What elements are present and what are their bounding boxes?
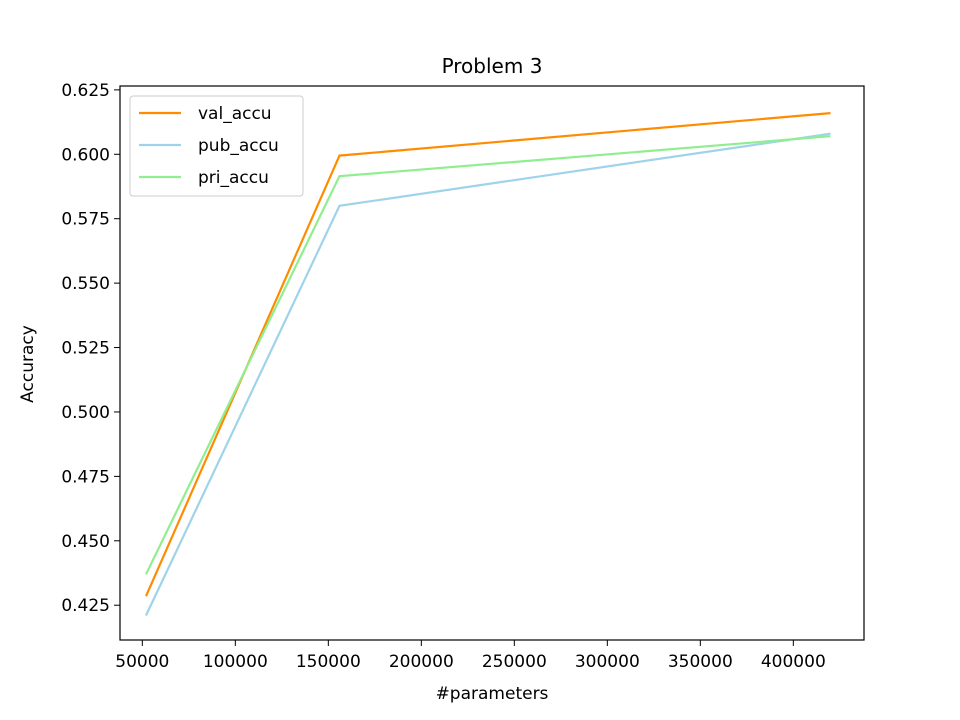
y-tick-label: 0.575 [61, 210, 110, 230]
x-tick-label: 150000 [296, 652, 361, 672]
x-tick-label: 350000 [668, 652, 733, 672]
series-line-pri-accu [145, 135, 831, 575]
y-tick-label: 0.450 [61, 532, 110, 552]
y-tick-label: 0.425 [61, 596, 110, 616]
x-tick-label: 300000 [575, 652, 640, 672]
legend-box [129, 95, 304, 197]
y-axis-label: Accuracy [18, 325, 38, 403]
y-axis-ticks: 0.425 0.450 0.475 0.500 0.525 0.550 0.575 0.600… [61, 81, 120, 616]
y-tick-label: 0.500 [61, 403, 110, 423]
series-lines [144, 112, 831, 616]
series-line-val-accu [144, 112, 831, 597]
y-tick-label: 0.525 [61, 339, 110, 359]
plot-frame [119, 85, 865, 641]
y-tick-label: 0.550 [61, 274, 110, 294]
y-tick-label: 0.475 [61, 467, 110, 487]
legend-label: pub_accu [198, 136, 279, 156]
chart-title: Problem 3 [442, 54, 543, 78]
x-tick-label: 400000 [761, 652, 826, 672]
legend: val_accu pub_accu pri_accu [129, 95, 304, 197]
x-tick-label: 100000 [203, 652, 268, 672]
legend-label: val_accu [198, 104, 272, 124]
legend-label: pri_accu [198, 168, 269, 188]
y-tick-label: 0.600 [61, 145, 110, 165]
x-tick-label: 200000 [389, 652, 454, 672]
x-tick-label: 250000 [482, 652, 547, 672]
x-tick-label: 50000 [115, 652, 169, 672]
series-line-pub-accu [145, 132, 831, 616]
y-tick-label: 0.625 [61, 81, 110, 101]
x-axis-ticks: 50000 100000 150000 200000 250000 300000 35000… [115, 640, 826, 672]
x-axis-label: #parameters [436, 684, 549, 704]
